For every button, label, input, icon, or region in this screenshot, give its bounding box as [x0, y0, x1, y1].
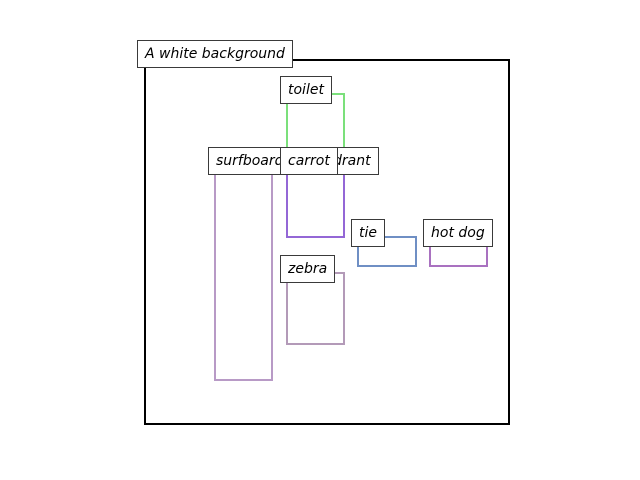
zebra-label: zebra [280, 255, 336, 283]
surfboard-label: surfboard [208, 147, 292, 175]
background-frame [144, 59, 510, 425]
tie-box [357, 236, 417, 267]
carrot-label: carrot [280, 147, 338, 175]
fire-hydrant-box [286, 165, 345, 238]
hot-dog-label: hot dog [423, 219, 493, 247]
toilet-label: toilet [280, 76, 332, 104]
tie-label: tie [351, 219, 385, 247]
caption-label: A white background [137, 40, 293, 68]
surfboard-box [214, 165, 273, 381]
